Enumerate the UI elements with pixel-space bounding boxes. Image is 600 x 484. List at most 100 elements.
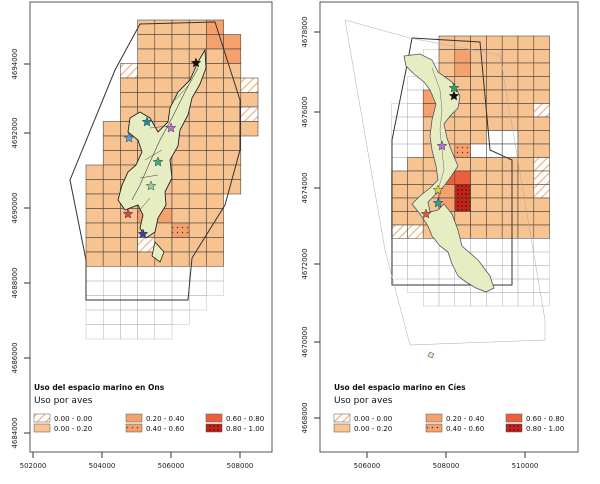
- grid-cell: [470, 157, 487, 172]
- grid-cell: [517, 35, 535, 50]
- grid-cell: [517, 211, 535, 226]
- legend-swatch: [125, 423, 143, 433]
- grid-cell: [470, 62, 487, 77]
- grid-cell: [171, 19, 190, 35]
- grid-cell: [486, 62, 503, 77]
- legend-swatch: [333, 423, 351, 433]
- y-tick-label: 4670000: [301, 326, 309, 357]
- legend-swatch: [505, 413, 523, 423]
- grid-cell: [206, 121, 224, 137]
- grid-cell: [102, 164, 121, 180]
- grid-cell: [454, 49, 471, 64]
- grid-cell: [533, 170, 550, 185]
- grid-cell: [517, 184, 535, 199]
- legend-swatch: [425, 413, 443, 423]
- legend-swatch: [205, 423, 223, 433]
- star-yellow: [432, 184, 444, 195]
- star-teal: [141, 116, 153, 127]
- grid-cell: [391, 211, 408, 226]
- grid-cell: [470, 49, 487, 64]
- grid-cell: [188, 208, 207, 224]
- star-green-light: [145, 180, 157, 191]
- grid-cell: [188, 106, 207, 122]
- grid-cell: [188, 295, 207, 311]
- axes-cies: 506000 508000 510000 4678000 4676000 4674000 4…: [301, 16, 538, 470]
- grid-cell: [470, 130, 487, 145]
- grid-cell: [486, 116, 503, 131]
- grid-cell: [154, 48, 173, 64]
- star-red: [420, 208, 432, 219]
- grid-cell: [501, 130, 519, 145]
- grid-cell: [454, 35, 471, 50]
- legend-title: Uso del espacio marino en Cíes: [334, 383, 466, 392]
- grid-cell: [438, 35, 456, 50]
- markers-ons: [122, 57, 202, 239]
- island-outline: [403, 53, 495, 293]
- grid-cell: [171, 251, 190, 267]
- grid-cell: [470, 170, 487, 185]
- grid-cell: [85, 164, 104, 180]
- grid-cell: [171, 222, 190, 238]
- island-ons: [117, 48, 207, 263]
- grid-cell: [533, 292, 550, 307]
- grid-cell: [102, 135, 121, 151]
- legend-swatch: [125, 413, 143, 423]
- grid-cell: [486, 224, 503, 239]
- grid-cell: [533, 62, 550, 77]
- x-tick-label: 508000: [227, 462, 254, 470]
- legend-label: 0.20 - 0.40: [146, 415, 184, 423]
- grid-cell: [391, 170, 408, 185]
- grid-cell: [85, 179, 104, 195]
- grid-cell: [223, 121, 242, 137]
- grid-cell: [206, 63, 224, 79]
- x-tick-label: 502000: [20, 462, 47, 470]
- star-magenta: [165, 122, 177, 133]
- grid-cell: [391, 224, 408, 239]
- grid-cell: [517, 224, 535, 239]
- star-teal: [432, 197, 444, 208]
- grid-cell: [171, 164, 190, 180]
- grid-cell: [102, 121, 121, 137]
- grid-cell: [206, 280, 224, 296]
- grid-cell: [533, 35, 550, 50]
- grid-cell: [171, 309, 190, 325]
- grid-cell: [154, 222, 173, 238]
- inner-path: [131, 67, 199, 201]
- grid-cell: [206, 164, 224, 180]
- grid-cell: [454, 197, 471, 212]
- axes-ons: 502000 504000 506000 508000 4694000 4692000 46…: [11, 48, 253, 470]
- grid-cell: [407, 170, 424, 185]
- grid-cell: [407, 224, 424, 239]
- star-black: [448, 90, 460, 101]
- grid-cell: [223, 106, 242, 122]
- grid-cell: [240, 121, 259, 137]
- grid-cell: [486, 35, 503, 50]
- grid-cell: [454, 211, 471, 226]
- grid-cell: [470, 103, 487, 118]
- grid-cell: [154, 34, 173, 50]
- legend-title: Uso del espacio marino en Ons: [34, 383, 165, 392]
- x-tick-label: 508000: [433, 462, 460, 470]
- grid-cell: [407, 157, 424, 172]
- grid-cell: [223, 77, 242, 93]
- legend-label: 0.80 - 1.00: [226, 425, 264, 433]
- grid-cell: [486, 184, 503, 199]
- legend-swatch: [33, 423, 51, 433]
- grid-cell: [154, 92, 173, 108]
- legend-swatch: [33, 413, 51, 423]
- grid-cell: [517, 76, 535, 91]
- grid-cell: [470, 197, 487, 212]
- y-tick-label: 4678000: [301, 16, 309, 47]
- grid-cell: [470, 89, 487, 104]
- grid-cell: [154, 324, 173, 340]
- grid-cell: [120, 63, 138, 79]
- grid-cell: [102, 193, 121, 209]
- grid-cell: [517, 170, 535, 185]
- grid-cell: [533, 157, 550, 172]
- grid-cell: [501, 211, 519, 226]
- grid-cell: [486, 89, 503, 104]
- grid-cell: [486, 76, 503, 91]
- star-green: [152, 156, 164, 167]
- grid-cell: [137, 48, 156, 64]
- legend-swatch: [505, 423, 523, 433]
